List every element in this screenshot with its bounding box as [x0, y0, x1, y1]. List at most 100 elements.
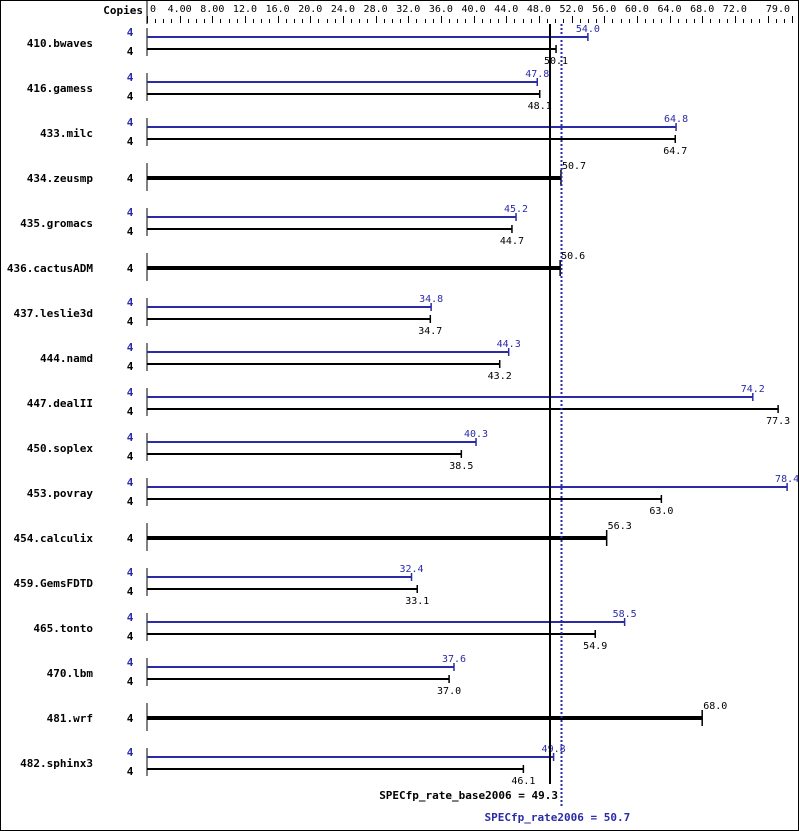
peak-bar: [147, 126, 677, 128]
tick-label: 52.0: [560, 4, 584, 15]
base-value-label: 34.7: [418, 326, 442, 337]
benchmark-row-437.leslie3d: 437.leslie3d 4 4 34.8 34.7: [14, 294, 444, 337]
tick-label: 72.0: [723, 4, 747, 15]
benchmark-row-434.zeusmp: 434.zeusmp 4 50.7: [27, 161, 586, 191]
base-bar: [147, 633, 596, 635]
benchmark-name: 410.bwaves: [27, 37, 93, 50]
peak-value-label: 34.8: [419, 294, 443, 305]
copies-value: 4: [127, 532, 134, 545]
bar-value-label: 50.6: [561, 251, 585, 262]
base-bar: [147, 678, 450, 680]
benchmark-row-481.wrf: 481.wrf 4 68.0: [47, 701, 727, 731]
base-value-label: 63.0: [649, 506, 673, 517]
benchmark-name: 459.GemsFDTD: [14, 577, 94, 590]
benchmark-name: 437.leslie3d: [14, 307, 93, 320]
peak-bar: [147, 486, 788, 488]
peak-value-label: 74.2: [741, 384, 765, 395]
tick-label: 44.0: [494, 4, 518, 15]
benchmark-row-470.lbm: 470.lbm 4 4 37.6 37.0: [47, 654, 466, 697]
tick-label: 24.0: [331, 4, 355, 15]
peak-copies: 4: [127, 206, 134, 219]
tick-label: 68.0: [690, 4, 714, 15]
combined-bar: [147, 536, 607, 540]
base-bar: [147, 93, 540, 95]
peak-value-label: 49.8: [542, 744, 566, 755]
benchmark-name: 435.gromacs: [20, 217, 93, 230]
benchmark-row-410.bwaves: 410.bwaves 4 4 54.0 50.1: [27, 24, 600, 67]
base-copies: 4: [127, 225, 134, 238]
base-copies: 4: [127, 405, 134, 418]
base-value-label: 46.1: [511, 776, 535, 787]
base-value-label: 33.1: [405, 596, 429, 607]
base-bar: [147, 408, 779, 410]
base-bar: [147, 318, 431, 320]
base-bar: [147, 48, 557, 50]
peak-copies: 4: [127, 746, 134, 759]
base-value-label: 43.2: [488, 371, 512, 382]
peak-value-label: 40.3: [464, 429, 488, 440]
benchmark-row-459.GemsFDTD: 459.GemsFDTD 4 4 32.4 33.1: [14, 564, 430, 607]
tick-label: 20.0: [298, 4, 322, 15]
peak-value-label: 37.6: [442, 654, 466, 665]
base-bar: [147, 498, 662, 500]
peak-bar: [147, 396, 753, 398]
tick-label: 16.0: [266, 4, 290, 15]
peak-summary-label: SPECfp_rate2006 = 50.7: [485, 811, 631, 824]
benchmark-name: 447.dealII: [27, 397, 93, 410]
benchmark-row-453.povray: 453.povray 4 4 78.4 63.0: [27, 474, 799, 517]
peak-bar: [147, 351, 509, 353]
peak-value-label: 64.8: [664, 114, 688, 125]
tick-label: 60.0: [625, 4, 649, 15]
peak-bar: [147, 36, 588, 38]
copies-header: Copies: [103, 4, 143, 17]
benchmark-name: 444.namd: [40, 352, 93, 365]
benchmark-name: 433.milc: [40, 127, 93, 140]
benchmark-name: 470.lbm: [47, 667, 94, 680]
peak-copies: 4: [127, 566, 134, 579]
x-axis: Copies 0 4.00 8.00 12.0 16.0 20.0 24.0 28.0 32.0 3…: [103, 0, 793, 24]
peak-copies: 4: [127, 71, 134, 84]
base-value-label: 44.7: [500, 236, 524, 247]
peak-value-label: 47.8: [525, 69, 549, 80]
base-copies: 4: [127, 495, 134, 508]
peak-bar: [147, 621, 625, 623]
base-value-label: 38.5: [449, 461, 473, 472]
reference-lines: SPECfp_rate_base2006 = 49.3 SPECfp_rate20…: [379, 24, 630, 824]
bar-value-label: 50.7: [562, 161, 586, 172]
copies-value: 4: [127, 172, 134, 185]
benchmark-name: 450.soplex: [27, 442, 94, 455]
base-copies: 4: [127, 450, 134, 463]
benchmark-name: 465.tonto: [33, 622, 93, 635]
base-value-label: 54.9: [583, 641, 607, 652]
tick-label: 79.0: [766, 4, 790, 15]
base-value-label: 64.7: [663, 146, 687, 157]
peak-copies: 4: [127, 116, 134, 129]
base-summary-label: SPECfp_rate_base2006 = 49.3: [379, 789, 558, 802]
base-copies: 4: [127, 315, 134, 328]
base-bar: [147, 453, 462, 455]
peak-bar: [147, 576, 412, 578]
base-copies: 4: [127, 90, 134, 103]
peak-bar: [147, 666, 454, 668]
benchmark-name: 454.calculix: [14, 532, 94, 545]
peak-bar: [147, 306, 432, 308]
combined-bar: [147, 176, 561, 180]
base-copies: 4: [127, 45, 134, 58]
base-bar: [147, 588, 418, 590]
base-copies: 4: [127, 630, 134, 643]
base-copies: 4: [127, 675, 134, 688]
benchmark-row-416.gamess: 416.gamess 4 4 47.8 48.1: [27, 69, 552, 112]
peak-value-label: 78.4: [775, 474, 799, 485]
peak-value-label: 32.4: [399, 564, 423, 575]
tick-label: 36.0: [429, 4, 453, 15]
peak-copies: 4: [127, 296, 134, 309]
tick-label: 28.0: [364, 4, 388, 15]
base-value-label: 50.1: [544, 56, 568, 67]
tick-label: 4.00: [168, 4, 192, 15]
copies-value: 4: [127, 712, 134, 725]
benchmark-name: 453.povray: [27, 487, 94, 500]
peak-bar: [147, 441, 477, 443]
tick-label: 12.0: [233, 4, 257, 15]
peak-bar: [147, 216, 517, 218]
